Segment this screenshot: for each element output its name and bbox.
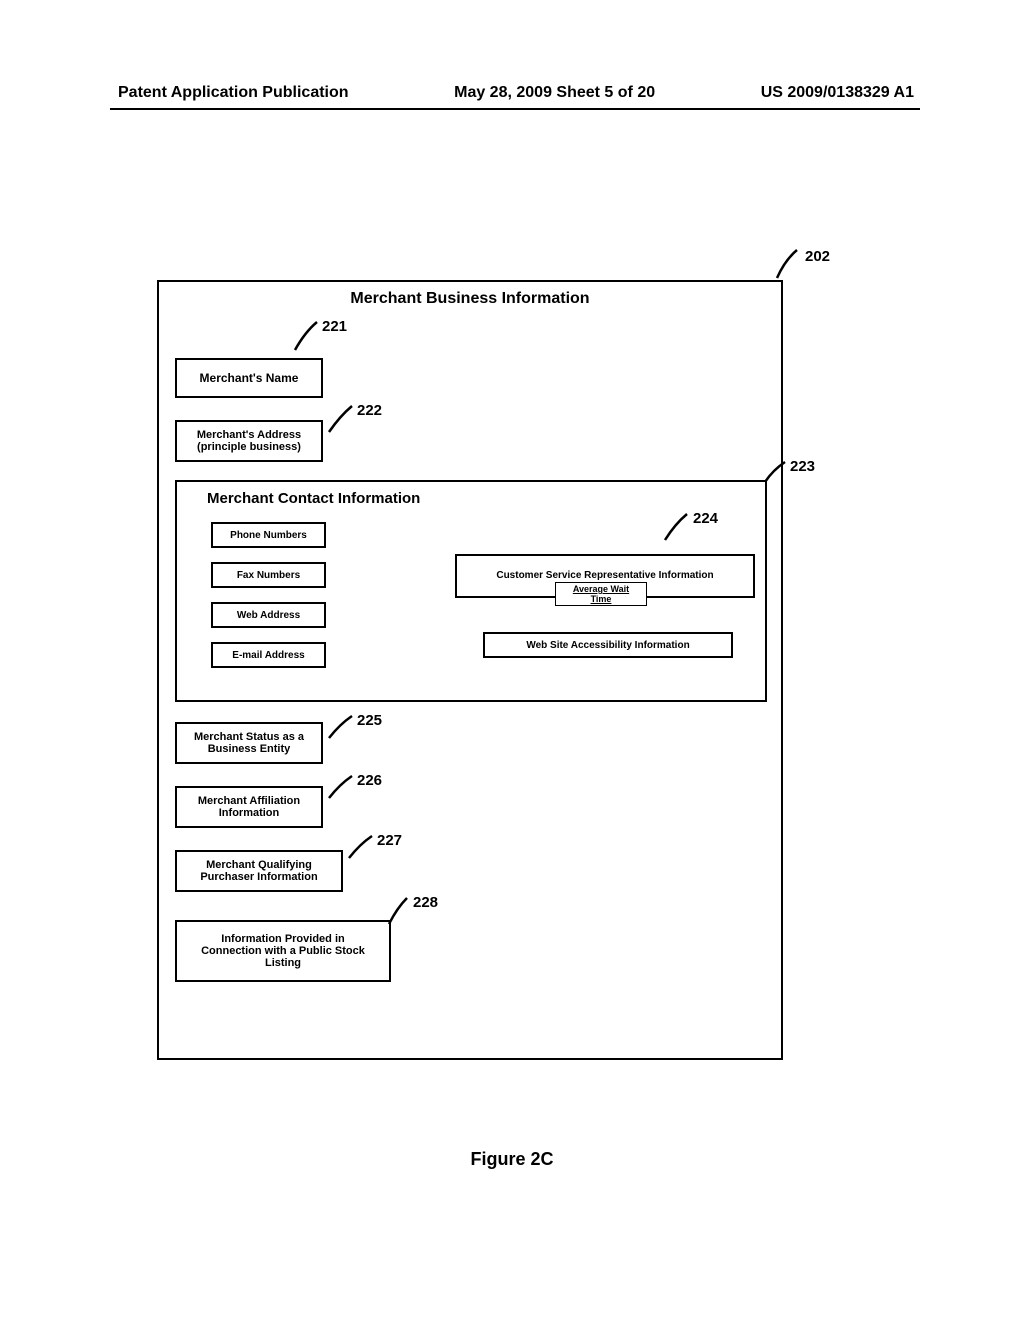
- ref-226: 226: [357, 772, 382, 789]
- label-accessibility: Web Site Accessibility Information: [526, 640, 689, 651]
- main-title: Merchant Business Information: [157, 290, 783, 308]
- ref-221: 221: [322, 318, 347, 335]
- label-affiliation-1: Merchant Affiliation: [198, 795, 300, 807]
- figure-caption: Figure 2C: [0, 1149, 1024, 1170]
- box-status: Merchant Status as a Business Entity: [175, 722, 323, 764]
- label-merchant-name: Merchant's Name: [200, 371, 299, 385]
- box-web: Web Address: [211, 602, 326, 628]
- label-csr: Customer Service Representative Informat…: [496, 570, 713, 581]
- label-phone: Phone Numbers: [230, 530, 307, 541]
- header-divider: [110, 108, 920, 110]
- box-merchant-address: Merchant's Address (principle business): [175, 420, 323, 462]
- header-left: Patent Application Publication: [118, 84, 349, 102]
- page-header: Patent Application Publication May 28, 2…: [118, 84, 914, 102]
- box-email: E-mail Address: [211, 642, 326, 668]
- ref-222: 222: [357, 402, 382, 419]
- header-right: US 2009/0138329 A1: [761, 84, 914, 102]
- ref-223: 223: [790, 458, 815, 475]
- box-fax: Fax Numbers: [211, 562, 326, 588]
- label-email: E-mail Address: [232, 650, 304, 661]
- header-center: May 28, 2009 Sheet 5 of 20: [454, 84, 655, 102]
- box-contact-container: Merchant Contact Information Phone Numbe…: [175, 480, 767, 702]
- ref-202: 202: [805, 248, 830, 265]
- box-merchant-name: Merchant's Name: [175, 358, 323, 398]
- label-wait-1: Average Wait: [573, 584, 629, 594]
- box-qualifying: Merchant Qualifying Purchaser Informatio…: [175, 850, 343, 892]
- box-phone: Phone Numbers: [211, 522, 326, 548]
- label-stock-2: Connection with a Public Stock: [201, 945, 365, 957]
- ref-225: 225: [357, 712, 382, 729]
- label-stock-3: Listing: [265, 957, 301, 969]
- label-status-1: Merchant Status as a: [194, 731, 304, 743]
- label-fax: Fax Numbers: [237, 570, 300, 581]
- ref-227: 227: [377, 832, 402, 849]
- label-merchant-address-2: (principle business): [197, 441, 301, 453]
- label-status-2: Business Entity: [208, 743, 291, 755]
- label-merchant-address-1: Merchant's Address: [197, 429, 301, 441]
- box-stock: Information Provided in Connection with …: [175, 920, 391, 982]
- label-web: Web Address: [237, 610, 300, 621]
- label-wait-2: Time: [591, 594, 612, 604]
- contact-title: Merchant Contact Information: [207, 490, 420, 507]
- label-affiliation-2: Information: [219, 807, 280, 819]
- box-affiliation: Merchant Affiliation Information: [175, 786, 323, 828]
- box-accessibility: Web Site Accessibility Information: [483, 632, 733, 658]
- label-qualifying-1: Merchant Qualifying: [206, 859, 312, 871]
- ref-228: 228: [413, 894, 438, 911]
- label-qualifying-2: Purchaser Information: [200, 871, 317, 883]
- ref-224: 224: [693, 510, 718, 527]
- diagram: Merchant Business Information Merchant's…: [157, 280, 783, 1060]
- box-wait-time: Average Wait Time: [555, 582, 647, 606]
- label-stock-1: Information Provided in: [221, 933, 344, 945]
